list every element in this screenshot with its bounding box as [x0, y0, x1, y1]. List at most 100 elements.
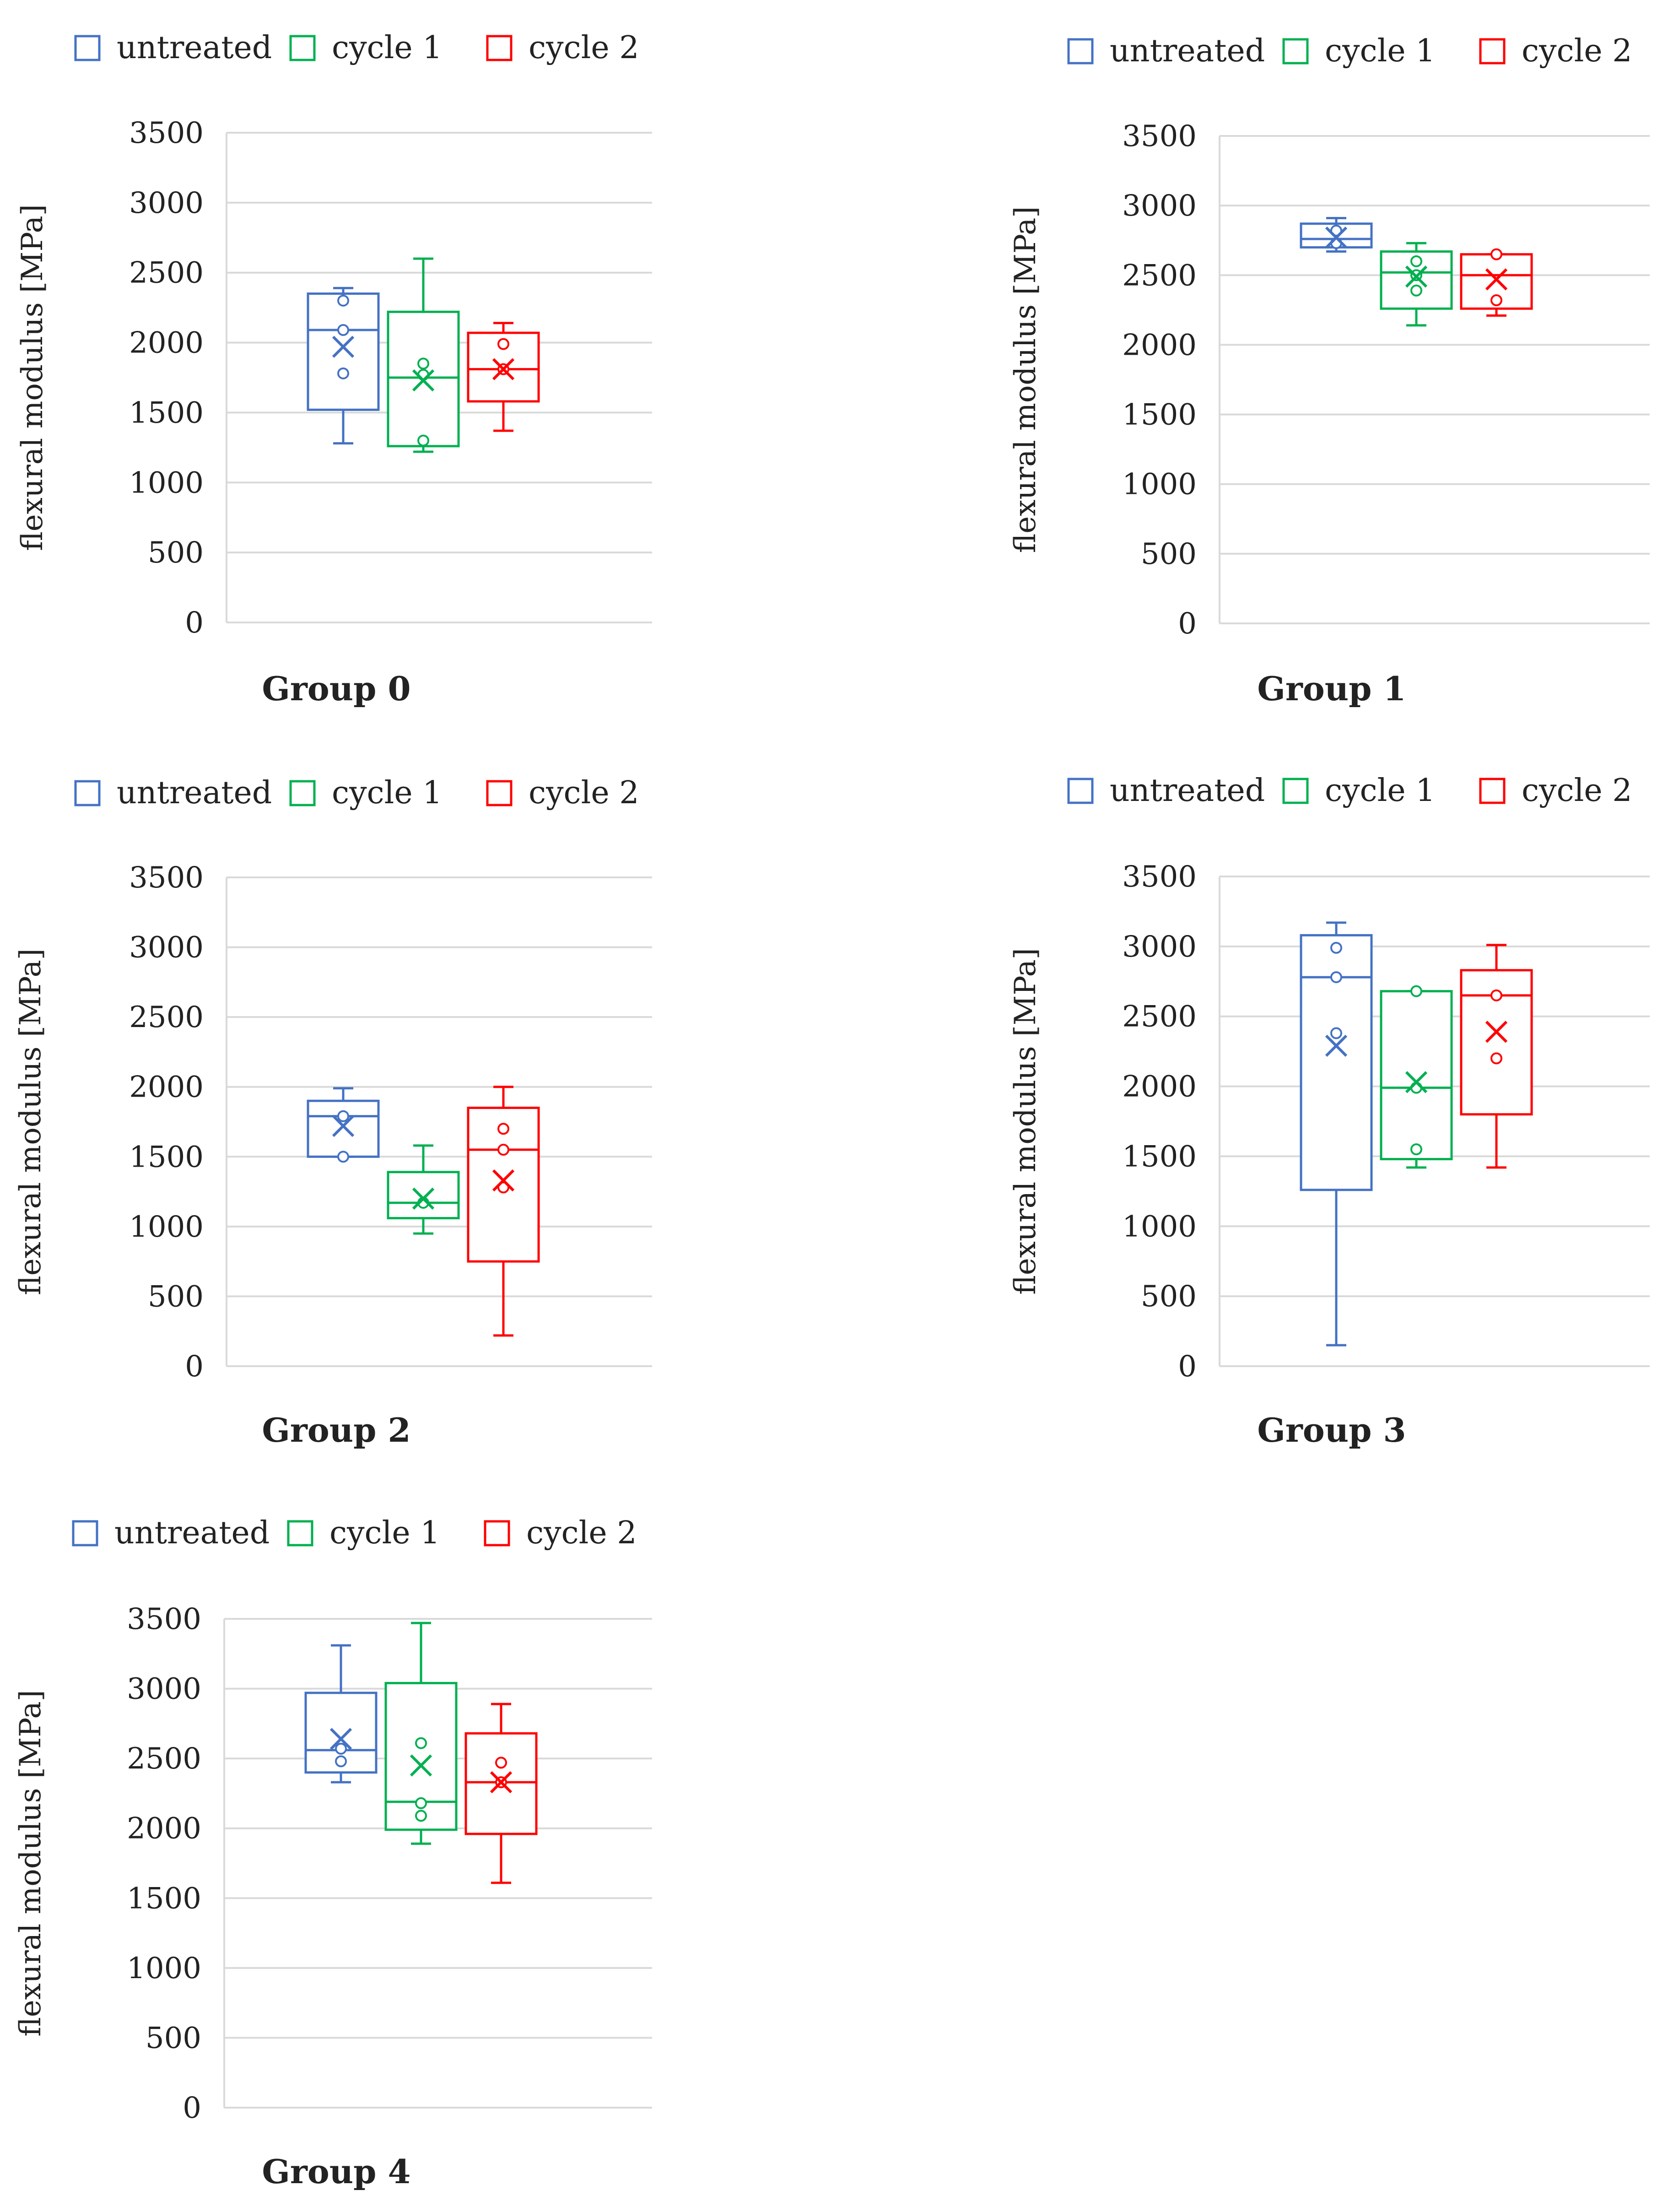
data-point [337, 324, 349, 336]
legend-swatch [287, 1520, 313, 1547]
legend-label: untreated [114, 1515, 270, 1551]
legend-label: untreated [117, 30, 272, 66]
y-tick-label: 500 [1141, 1280, 1197, 1314]
box-series-cycle-1 [387, 257, 460, 453]
y-tick-label: 3500 [1122, 119, 1197, 153]
legend-swatch [486, 780, 513, 806]
iqr-box [307, 1099, 380, 1158]
mean-marker [410, 1754, 432, 1777]
iqr-box [307, 292, 380, 411]
y-tick-label: 0 [185, 606, 204, 640]
iqr-box [387, 1171, 460, 1220]
y-axis-title: flexural modulus [MPa] [1009, 948, 1042, 1295]
data-point [417, 357, 429, 370]
mean-marker [1405, 1071, 1428, 1093]
legend-label: cycle 2 [529, 775, 639, 811]
data-point [415, 1797, 427, 1809]
data-point [1410, 1143, 1422, 1156]
y-axis-title: flexural modulus [MPa] [14, 948, 48, 1295]
legend-swatch [486, 35, 513, 61]
box-series-cycle-2 [467, 1086, 540, 1337]
data-point [335, 1742, 347, 1755]
mean-marker [1325, 1034, 1348, 1057]
legend-label: cycle 2 [529, 30, 639, 66]
data-point [1330, 941, 1342, 954]
box-series-untreated [1300, 921, 1373, 1347]
y-axis-title: flexural modulus [MPa] [14, 1690, 48, 2037]
chart-panel-2: 0 500 1000 1500 2000 2500 3000 3500 flexural mod… [14, 775, 652, 1449]
y-tick-label: 2000 [129, 326, 204, 360]
data-point [337, 1110, 349, 1122]
y-tick-label: 2500 [127, 1742, 201, 1776]
mean-marker [492, 358, 515, 380]
chart-panel-3: 0 500 1000 1500 2000 2500 3000 3500 flexural mod… [1009, 773, 1650, 1449]
data-point [495, 1757, 507, 1769]
mean-marker [1405, 265, 1428, 288]
y-tick-label: 3500 [129, 116, 204, 150]
group-title: Group 4 [262, 2152, 410, 2191]
y-tick-label: 2000 [129, 1071, 204, 1104]
mean-marker [1325, 227, 1348, 249]
data-point [415, 1810, 427, 1822]
data-point [1490, 1052, 1502, 1065]
group-title: Group 1 [1257, 669, 1406, 708]
legend-label: cycle 1 [332, 30, 442, 66]
box-series-cycle-2 [1460, 944, 1533, 1169]
legend-swatch [74, 35, 101, 61]
box-series-untreated [304, 1644, 378, 1784]
mean-marker [329, 1728, 352, 1750]
mean-marker [1485, 268, 1508, 291]
legend-swatch [1067, 38, 1094, 65]
y-tick-label: 1000 [129, 466, 204, 500]
chart-panel-0: 0 500 1000 1500 2000 2500 3000 3500 flexural mod… [16, 30, 652, 708]
y-axis-title: flexural modulus [MPa] [1009, 206, 1042, 553]
chart-panel-1: 0 500 1000 1500 2000 2500 3000 3500 flexural mod… [1009, 33, 1650, 708]
legend-label: cycle 1 [1325, 33, 1435, 69]
y-tick-label: 2500 [129, 1001, 204, 1034]
data-point [1330, 1027, 1342, 1039]
group-title: Group 3 [1257, 1411, 1406, 1449]
legend-label: untreated [117, 775, 272, 811]
data-point [497, 338, 509, 350]
box-series-cycle-1 [1380, 242, 1453, 327]
legend-label: cycle 1 [329, 1515, 440, 1551]
y-tick-label: 0 [185, 1350, 204, 1384]
data-point [417, 434, 429, 447]
data-point [337, 367, 349, 379]
legend-swatch [289, 35, 316, 61]
y-tick-label: 3000 [1122, 189, 1197, 223]
data-point [1330, 971, 1342, 984]
y-tick-label: 500 [1141, 537, 1197, 571]
y-tick-label: 500 [148, 536, 204, 570]
y-tick-label: 3500 [129, 861, 204, 895]
box-series-untreated [307, 287, 380, 445]
data-point [1490, 248, 1502, 260]
mean-marker [412, 369, 435, 392]
box-series-cycle-2 [1460, 248, 1533, 317]
legend-swatch [1067, 778, 1094, 804]
y-tick-label: 1500 [1122, 398, 1197, 432]
mean-marker [332, 1115, 355, 1137]
y-tick-label: 1000 [127, 1952, 201, 1985]
group-title: Group 2 [262, 1411, 410, 1449]
mean-marker [492, 1169, 515, 1192]
legend-label: cycle 2 [526, 1515, 637, 1551]
box-series-cycle-1 [384, 1622, 458, 1845]
data-point [1490, 989, 1502, 1001]
mean-marker [1485, 1021, 1508, 1043]
box-series-cycle-1 [1380, 985, 1453, 1169]
legend-swatch [1479, 38, 1506, 65]
legend-label: cycle 2 [1522, 773, 1632, 809]
data-point [415, 1737, 427, 1749]
box-series-cycle-1 [387, 1144, 460, 1235]
legend-label: untreated [1110, 33, 1265, 69]
legend-swatch [72, 1520, 98, 1547]
legend-swatch [74, 780, 101, 806]
y-tick-label: 1000 [1122, 468, 1197, 502]
box-series-untreated [1300, 217, 1373, 253]
box-series-cycle-2 [467, 322, 540, 432]
mean-marker [332, 335, 355, 358]
y-tick-label: 0 [183, 2091, 201, 2125]
y-axis-title: flexural modulus [MPa] [16, 204, 49, 551]
y-tick-label: 1500 [129, 396, 204, 430]
